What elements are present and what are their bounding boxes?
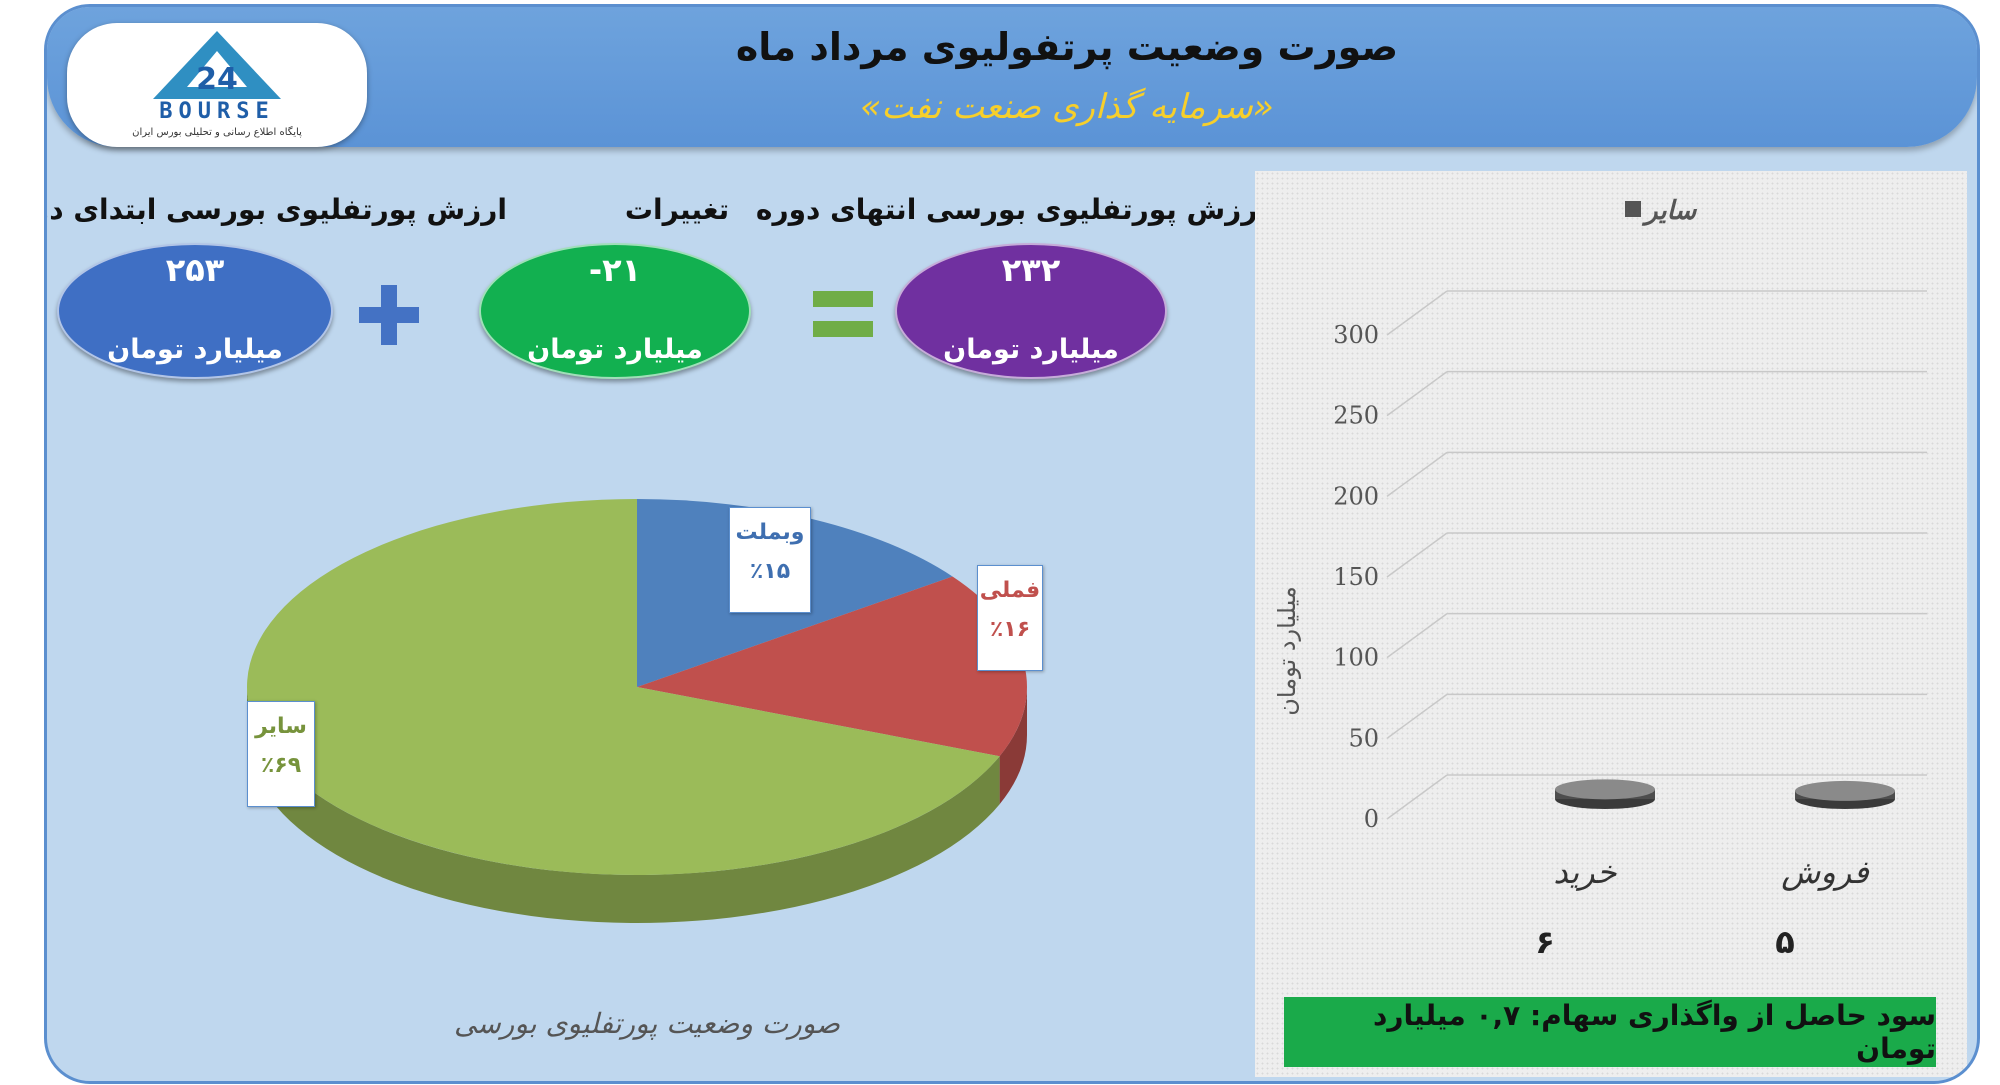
y-tick-label: 250 xyxy=(1333,402,1379,430)
pie-label-fameli: فملی ٪۱۶ xyxy=(977,565,1043,671)
gridline-diag xyxy=(1386,532,1448,578)
gridline-diag xyxy=(1386,451,1448,497)
bourse-logo: 24 BOURSE پایگاه اطلاع رسانی و تحلیلی بو… xyxy=(67,23,367,147)
page-subtitle: «سرمایه گذاری صنعت نفت» xyxy=(860,87,1274,127)
end-value-label: ارزش پورتفلیوی بورسی انتهای دوره xyxy=(755,193,1267,226)
y-tick-label: 0 xyxy=(1364,805,1379,833)
start-value-oval: ۲۵۳ میلیارد تومان xyxy=(57,243,333,379)
pie-label-vbmellat: وبملت ٪۱۵ xyxy=(729,507,811,613)
pie-slice-2 xyxy=(247,499,1000,875)
pie-label-percent: ٪۱۵ xyxy=(749,559,791,584)
x-category-label: خرید xyxy=(1553,853,1616,891)
legend-swatch xyxy=(1625,201,1641,217)
buy-sell-bar-chart: سایر میلیارد تومان 0 50 100 150 200 250 300 خر… xyxy=(1273,196,1927,961)
end-value-unit: میلیارد تومان xyxy=(943,334,1119,365)
pie-label-other: سایر ٪۶۹ xyxy=(247,701,315,807)
gridline-diag xyxy=(1386,290,1448,336)
infographic-frame: صورت وضعیت پرتفولیوی مرداد ماه «سرمایه گ… xyxy=(44,4,1980,1084)
gridline-diag xyxy=(1386,613,1448,659)
legend-label: سایر xyxy=(1641,196,1698,226)
pie-label-name: فملی xyxy=(979,578,1041,603)
header-band: صورت وضعیت پرتفولیوی مرداد ماه «سرمایه گ… xyxy=(47,7,1977,147)
logo-caption: پایگاه اطلاع رسانی و تحلیلی بورس ایران xyxy=(132,127,302,138)
y-axis-title: میلیارد تومان xyxy=(1273,586,1301,715)
logo-wordmark: BOURSE xyxy=(159,99,275,124)
profit-note: سود حاصل از واگذاری سهام: ۰,۷ میلیارد تو… xyxy=(1284,997,1936,1067)
gridline-diag xyxy=(1386,371,1448,417)
x-category-label: فروش xyxy=(1781,853,1869,891)
bar-value-label: ۵ xyxy=(1775,923,1795,961)
start-value: ۲۵۳ xyxy=(165,251,225,289)
bar-top-1 xyxy=(1795,780,1895,801)
pie-label-percent: ٪۱۶ xyxy=(989,617,1031,642)
start-value-label: ارزش پورتفلیوی بورسی ابتدای دوره xyxy=(44,193,507,226)
end-value-oval: ۲۳۲ میلیارد تومان xyxy=(895,243,1167,379)
gridline-diag xyxy=(1386,774,1448,820)
gridline-diag xyxy=(1386,693,1448,739)
equals-icon xyxy=(813,291,873,337)
y-tick-label: 150 xyxy=(1333,563,1379,591)
pie-slice-side-2 xyxy=(247,687,1000,923)
triangle-logo-icon: 24 xyxy=(153,31,281,99)
plus-icon xyxy=(359,285,419,345)
y-tick-label: 50 xyxy=(1348,724,1379,752)
y-tick-label: 100 xyxy=(1333,644,1379,672)
change-oval: -۲۱ میلیارد تومان xyxy=(479,243,751,379)
change-unit: میلیارد تومان xyxy=(527,334,703,365)
bar-chart-card xyxy=(1255,171,1967,1077)
pie-label-name: سایر xyxy=(255,714,307,739)
bar-value-label: ۶ xyxy=(1535,923,1555,961)
start-value-unit: میلیارد تومان xyxy=(107,334,283,365)
change-value: -۲۱ xyxy=(588,251,642,289)
bar-top-0 xyxy=(1555,779,1655,800)
y-tick-label: 200 xyxy=(1333,482,1379,510)
pie-slice-1 xyxy=(637,576,1027,757)
portfolio-pie-chart xyxy=(247,499,1027,923)
y-tick-label: 300 xyxy=(1333,321,1379,349)
pie-chart-title: صورت وضعیت پورتفلیوی بورسی xyxy=(454,1007,840,1040)
change-label: تغییرات xyxy=(624,193,730,226)
svg-text:24: 24 xyxy=(196,62,238,97)
pie-label-name: وبملت xyxy=(735,520,805,545)
end-value: ۲۳۲ xyxy=(1001,251,1061,289)
page-title: صورت وضعیت پرتفولیوی مرداد ماه xyxy=(735,25,1399,69)
pie-slice-side-1 xyxy=(999,687,1027,805)
pie-label-percent: ٪۶۹ xyxy=(260,753,302,778)
